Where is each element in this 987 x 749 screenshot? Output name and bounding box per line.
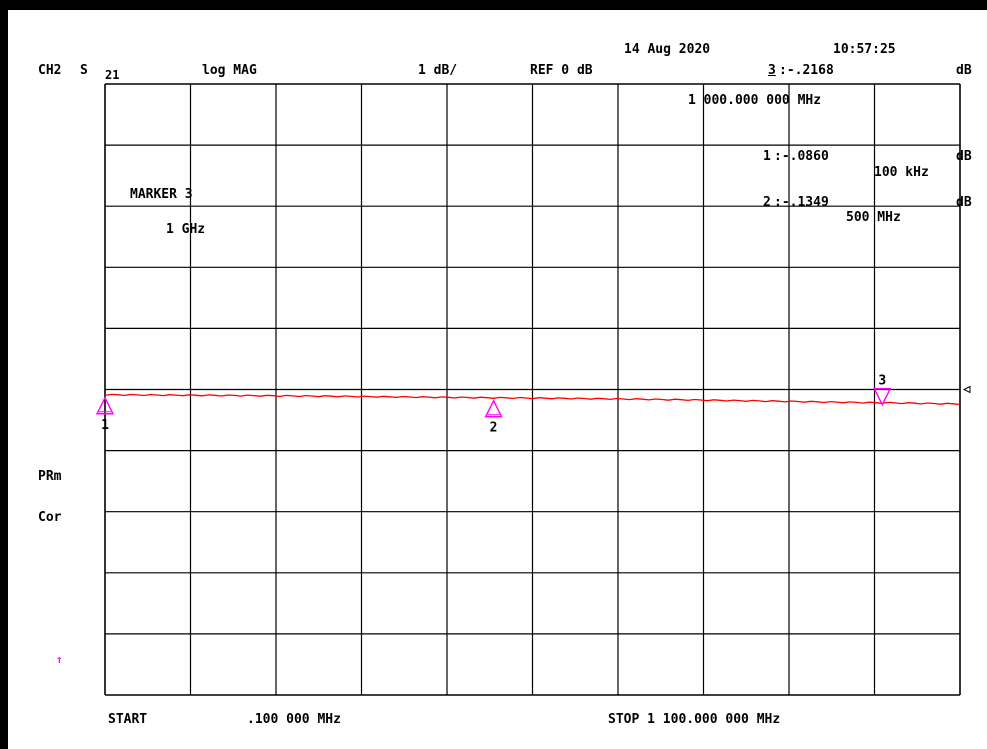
marker-2-frequency: 500 MHz <box>846 210 901 225</box>
marker-1-label: 1 <box>101 418 109 433</box>
reference-label: REF 0 dB <box>530 63 593 78</box>
marker-title: MARKER 3 <box>130 187 193 202</box>
analyzer-screen: CH2 S 21 log MAG 1 dB/ REF 0 dB 14 Aug 2… <box>8 10 987 749</box>
marker-1-triangle <box>95 396 115 415</box>
reference-position-icon <box>962 385 971 394</box>
marker-1-frequency: 100 kHz <box>874 165 929 180</box>
format-label: log MAG <box>202 63 257 78</box>
scale-label: 1 dB/ <box>418 63 458 78</box>
stop-frequency: STOP 1 100.000 000 MHz <box>608 712 781 727</box>
marker-1-value: :-.0860 <box>774 149 829 164</box>
active-marker-frequency: 1 000.000 000 MHz <box>688 93 822 108</box>
marker-2-triangle <box>484 399 503 418</box>
cor-label: Cor <box>38 510 62 525</box>
active-marker-number: 3 <box>768 63 776 78</box>
marker-frequency-label: 1 GHz <box>166 222 206 237</box>
marker-2-number: 2 <box>763 195 771 210</box>
marker-2-label: 2 <box>490 421 498 436</box>
plot-area: 1 2 3 <box>95 83 971 696</box>
channel-label: CH2 <box>38 63 62 78</box>
parameter-subscript: 21 <box>105 68 120 82</box>
marker-1-number: 1 <box>763 149 771 164</box>
trace-line <box>104 393 961 406</box>
start-label: START <box>108 712 148 727</box>
start-frequency: .100 000 MHz <box>247 712 341 727</box>
active-marker-unit: dB <box>956 63 972 78</box>
time-label: 10:57:25 <box>833 42 896 57</box>
date-label: 14 Aug 2020 <box>624 42 711 57</box>
marker-3-triangle <box>873 388 892 407</box>
active-marker-value: :-.2168 <box>779 63 834 78</box>
marker-3-label: 3 <box>878 374 886 389</box>
pointer-arrow-icon: ↑ <box>56 653 63 666</box>
prm-label: PRm <box>38 469 62 484</box>
parameter-s-label: S <box>80 63 88 78</box>
